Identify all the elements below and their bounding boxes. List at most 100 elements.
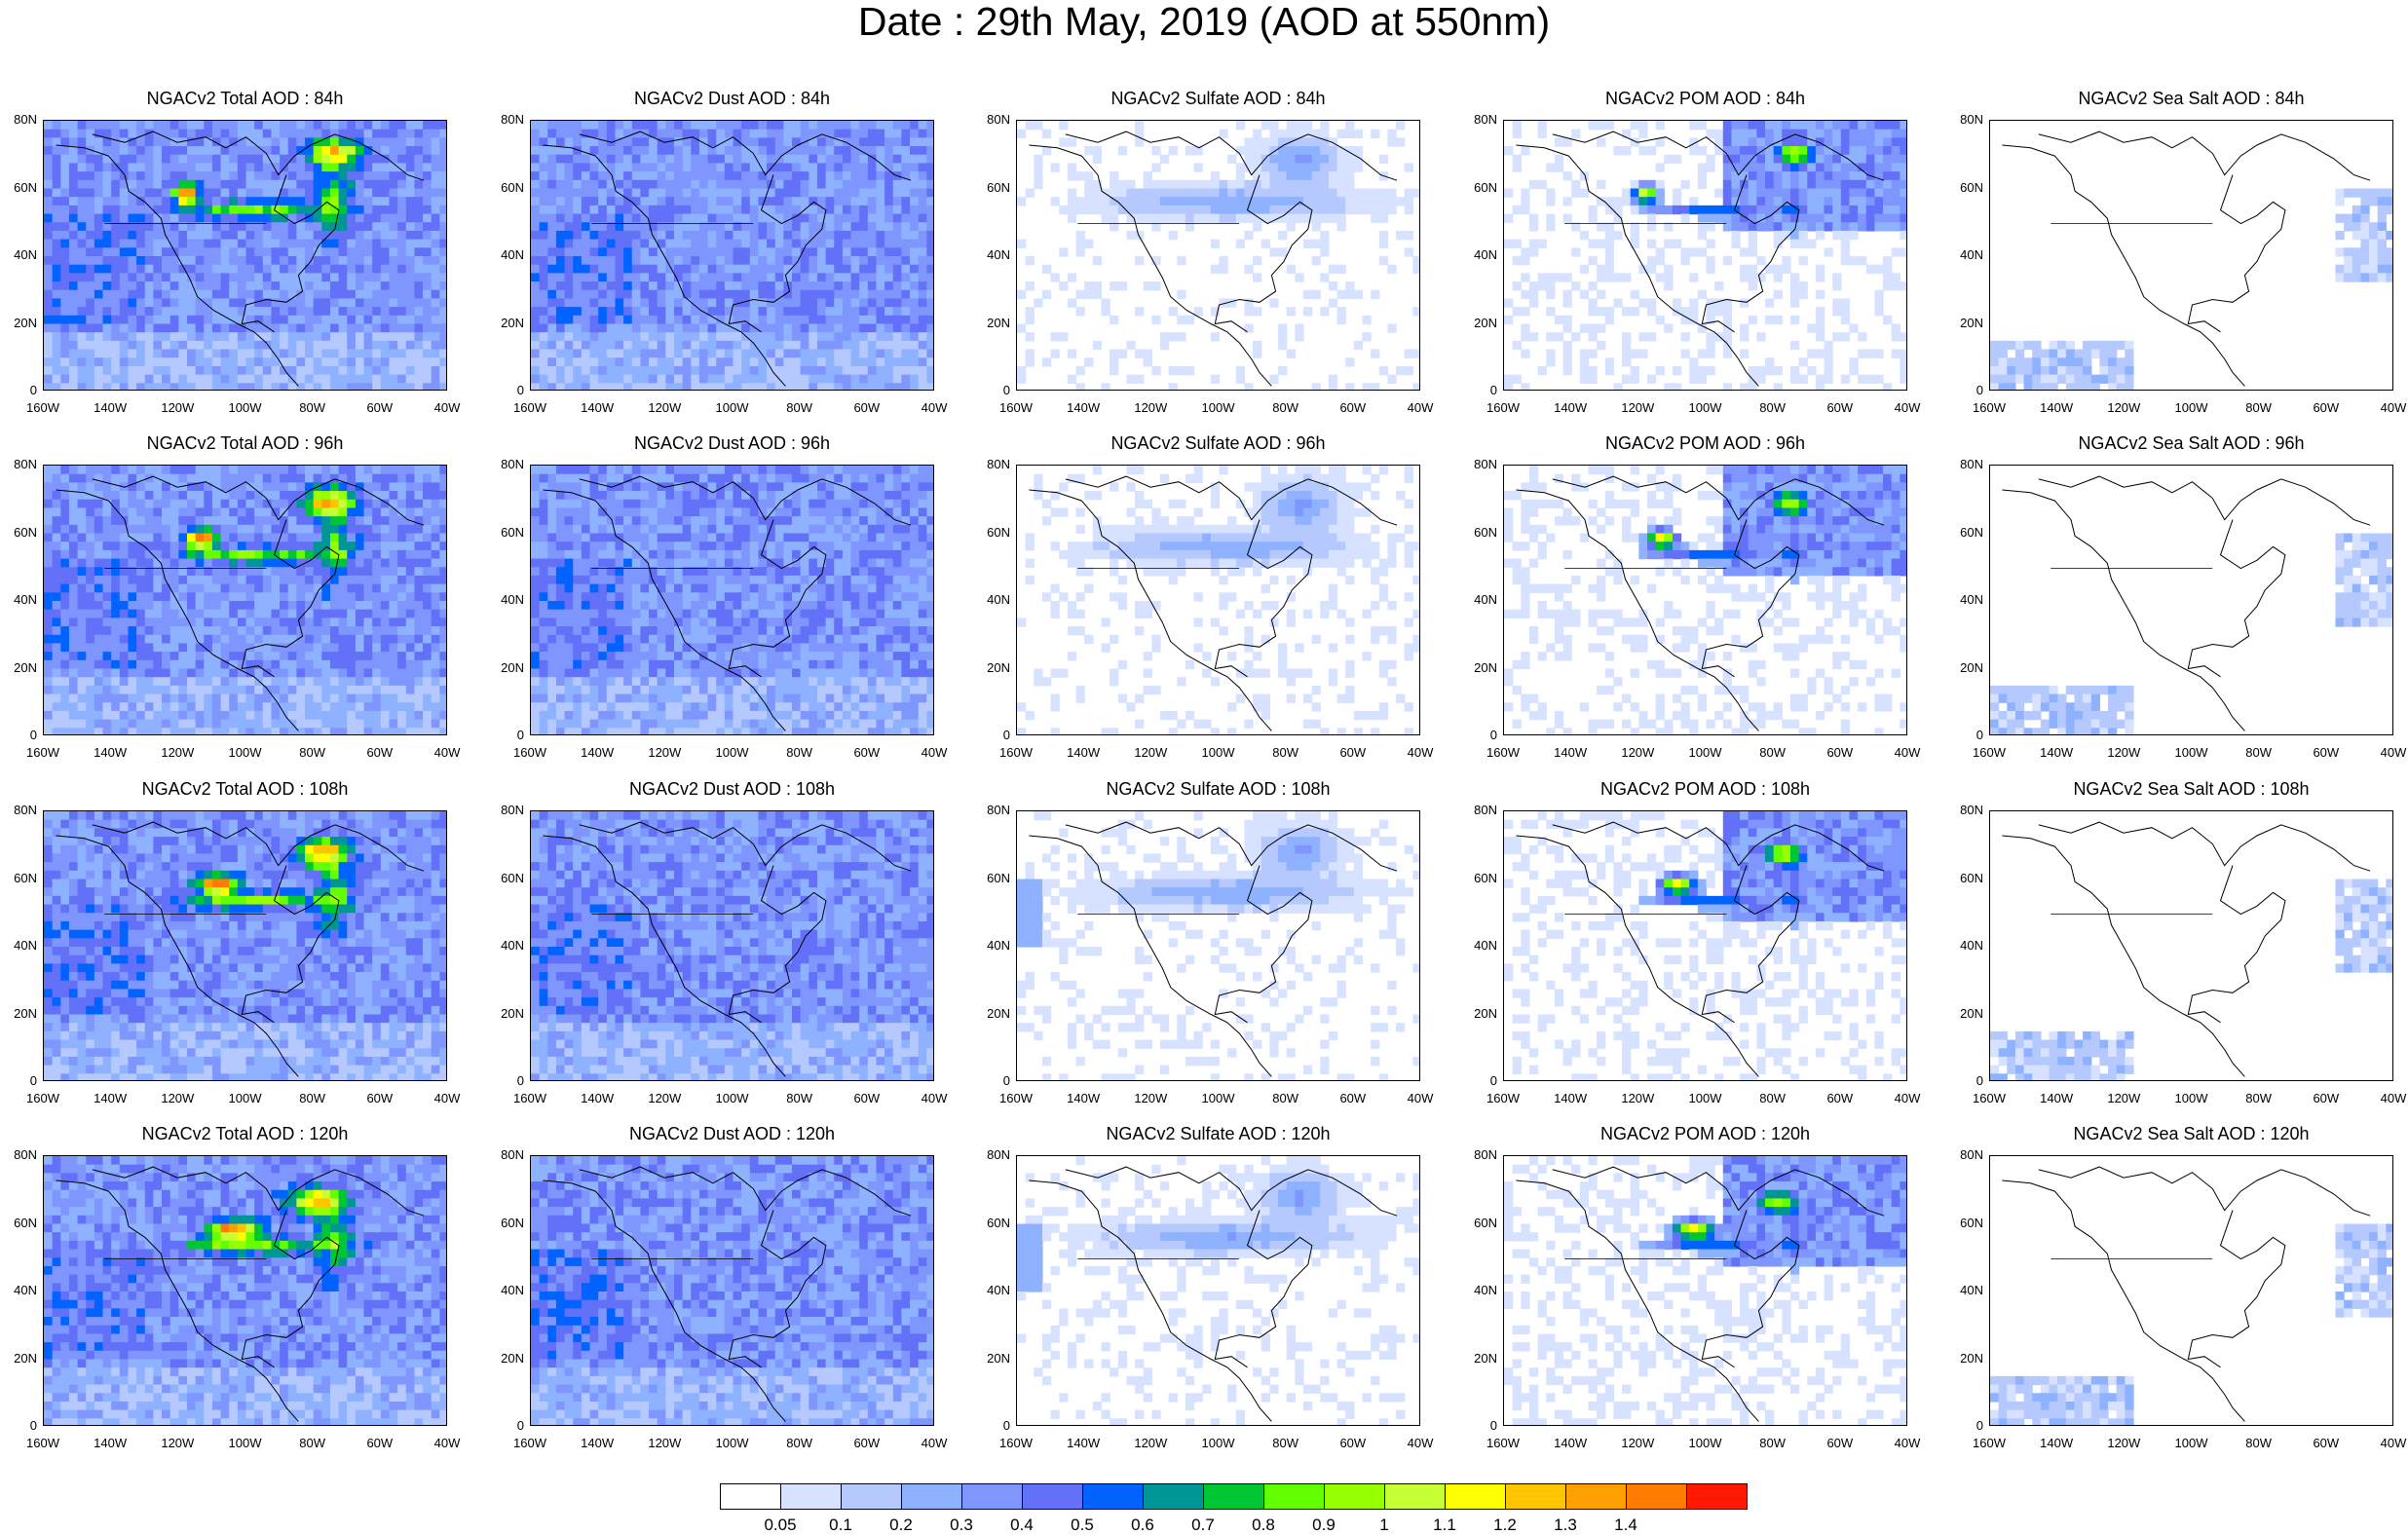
aod-cell	[573, 341, 582, 350]
aod-cell	[573, 332, 582, 341]
aod-cell	[1312, 214, 1321, 223]
aod-cell	[364, 316, 373, 324]
aod-cell	[1597, 137, 1605, 146]
aod-cell	[111, 324, 120, 333]
aod-cell	[246, 146, 255, 155]
aod-cell	[809, 281, 817, 290]
aod-cell	[683, 231, 692, 240]
aod-cell	[439, 324, 447, 333]
aod-cell	[1101, 383, 1110, 391]
aod-cell	[1656, 273, 1665, 281]
aod-cell	[120, 240, 129, 248]
aod-cell	[296, 482, 305, 491]
aod-cell	[1638, 350, 1647, 358]
lon-tick-label: 60W	[2302, 400, 2351, 415]
aod-cell	[1329, 137, 1337, 146]
aod-cell	[1118, 281, 1127, 290]
aod-cell	[834, 341, 843, 350]
aod-cell	[2378, 265, 2387, 274]
aod-cell	[86, 171, 94, 180]
aod-cell	[1135, 307, 1144, 316]
aod-cell	[44, 121, 53, 130]
aod-cell	[649, 316, 658, 324]
aod-cell	[843, 189, 851, 198]
aod-cell	[153, 189, 162, 198]
aod-cell	[1017, 197, 1026, 206]
aod-cell	[658, 121, 666, 130]
aod-cell	[1211, 265, 1220, 274]
aod-cell	[607, 146, 616, 155]
aod-cell	[221, 206, 230, 214]
aod-cell	[699, 307, 708, 316]
aod-cell	[330, 180, 339, 189]
aod-cell	[910, 146, 919, 155]
aod-cell	[229, 155, 238, 164]
aod-cell	[758, 121, 767, 130]
aod-cell	[540, 222, 548, 231]
aod-cell	[271, 474, 280, 483]
aod-cell	[901, 130, 910, 138]
aod-cell	[170, 298, 179, 307]
aod-cell	[94, 231, 103, 240]
aod-cell	[330, 137, 339, 146]
aod-cell	[834, 146, 843, 155]
aod-cell	[817, 307, 826, 316]
aod-cell	[1756, 222, 1765, 231]
aod-cell	[826, 366, 835, 375]
aod-cell	[162, 180, 170, 189]
aod-cell	[1295, 146, 1303, 155]
aod-cell	[783, 357, 792, 366]
aod-cell	[423, 324, 432, 333]
aod-cell	[128, 273, 136, 281]
aod-cell	[2386, 206, 2393, 214]
aod-cell	[708, 189, 717, 198]
aod-cell	[53, 332, 61, 341]
aod-cell	[901, 240, 910, 248]
aod-cell	[439, 298, 447, 307]
aod-cell	[2386, 273, 2393, 281]
aod-cell	[120, 500, 129, 508]
aod-cell	[178, 357, 187, 366]
aod-cell	[775, 281, 784, 290]
aod-cell	[439, 491, 447, 500]
aod-cell	[330, 534, 339, 543]
aod-cell	[78, 180, 87, 189]
aod-cell	[590, 350, 599, 358]
aod-cell	[665, 180, 674, 189]
aod-cell	[665, 155, 674, 164]
aod-cell	[1588, 298, 1597, 307]
aod-cell	[1026, 357, 1035, 366]
aod-cell	[826, 375, 835, 384]
aod-cell	[314, 324, 322, 333]
aod-cell	[423, 383, 432, 391]
aod-cell	[305, 214, 314, 223]
aod-cell	[1774, 180, 1783, 189]
aod-cell	[1597, 324, 1605, 333]
aod-cell	[691, 163, 699, 171]
aod-cell	[86, 290, 94, 299]
aod-cell	[649, 298, 658, 307]
aod-cell	[1059, 332, 1068, 341]
aod-cell	[347, 534, 356, 543]
aod-cell	[665, 214, 674, 223]
aod-cell	[271, 500, 280, 508]
aod-cell	[170, 324, 179, 333]
aod-cell	[212, 357, 221, 366]
aod-cell	[1379, 189, 1388, 198]
aod-cell	[919, 155, 927, 164]
aod-cell	[162, 383, 170, 391]
aod-cell	[926, 130, 934, 138]
aod-cell	[78, 290, 87, 299]
lon-tick-label: 100W	[708, 400, 757, 415]
aod-cell	[665, 290, 674, 299]
aod-cell	[1529, 214, 1538, 223]
aod-cell	[683, 197, 692, 206]
aod-cell	[1874, 307, 1883, 316]
aod-cell	[1312, 206, 1321, 214]
aod-cell	[1799, 197, 1808, 206]
aod-cell	[53, 350, 61, 358]
aod-cell	[381, 265, 390, 274]
aod-cell	[699, 383, 708, 391]
aod-cell	[615, 206, 623, 214]
aod-cell	[1765, 206, 1774, 214]
